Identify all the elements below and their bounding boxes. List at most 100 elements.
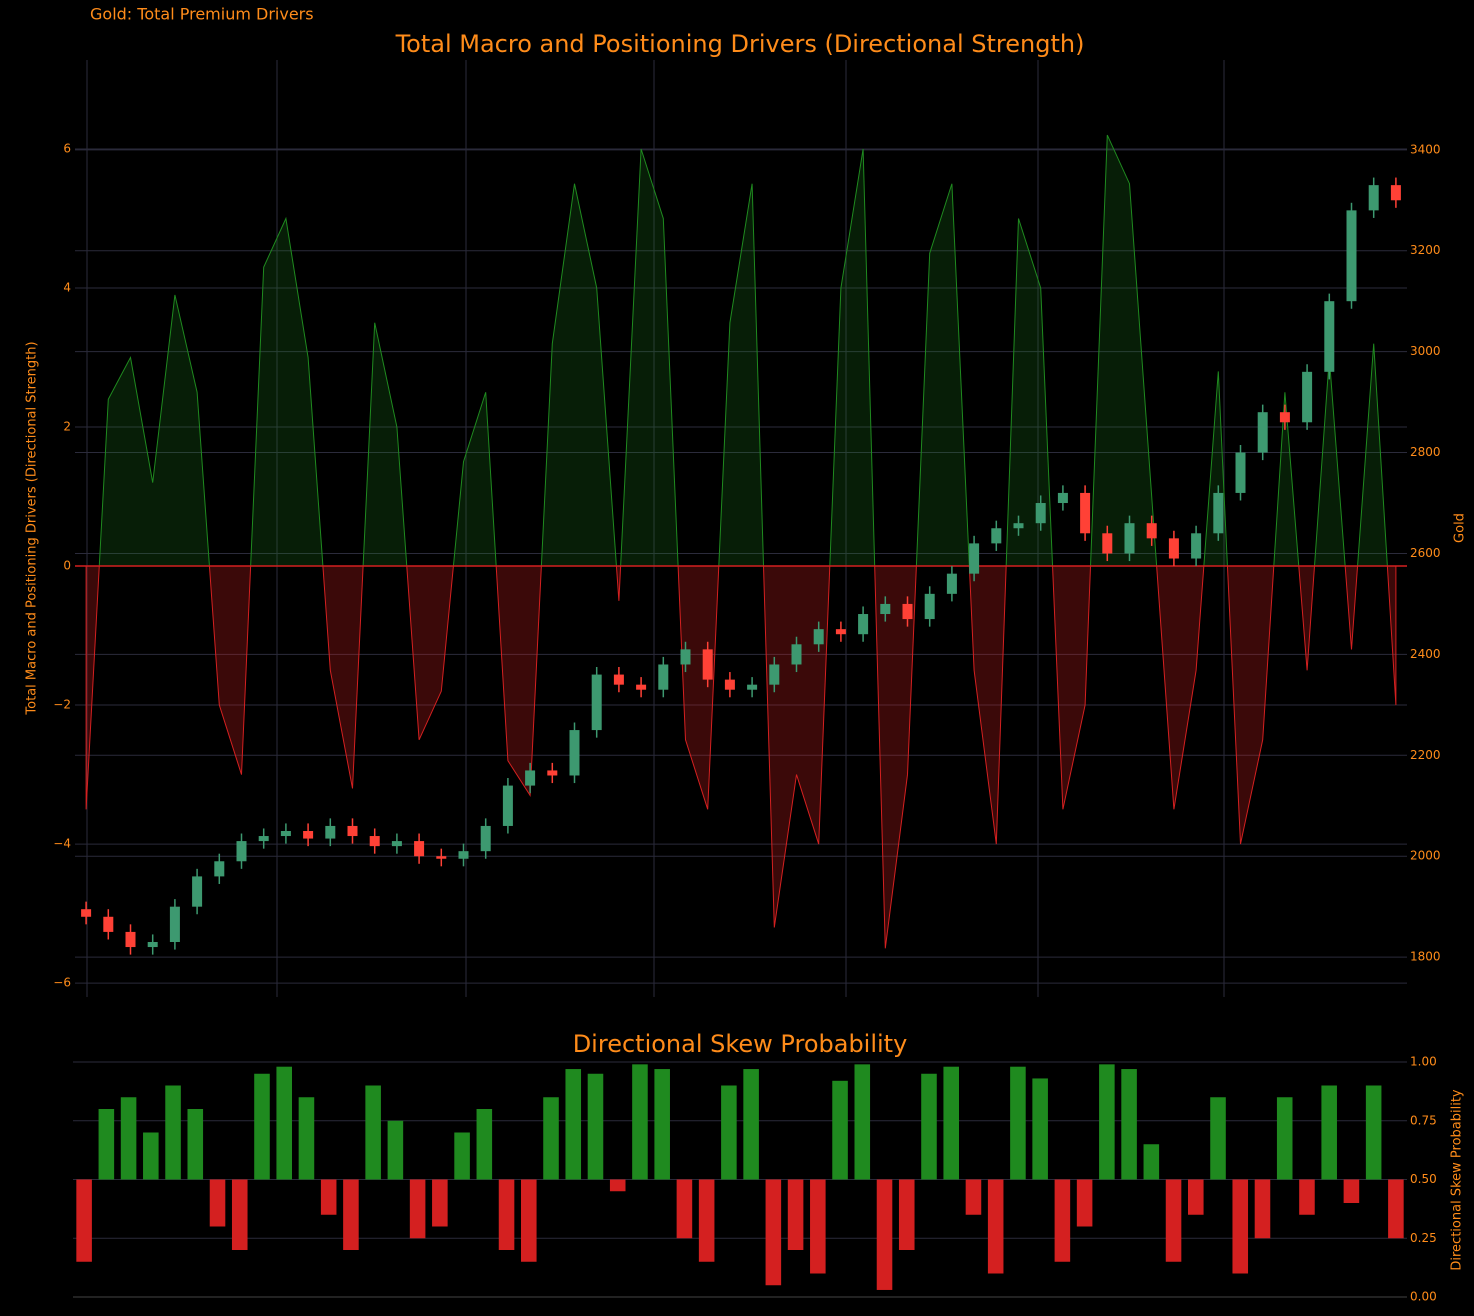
y-tick-label: 0.75	[1410, 1113, 1437, 1127]
candle-body	[369, 836, 380, 847]
candle-body	[1213, 492, 1224, 534]
bar	[787, 1179, 804, 1250]
y-tick-label: 0.50	[1410, 1172, 1437, 1186]
bar	[1188, 1179, 1204, 1215]
y2-tick-label: 3200	[1410, 243, 1441, 257]
candle-body	[569, 730, 580, 776]
candle-body	[1257, 412, 1268, 453]
y2-tick-label: 2200	[1410, 748, 1441, 762]
bar	[543, 1097, 559, 1180]
candle-body	[791, 644, 802, 665]
bar	[609, 1179, 626, 1192]
candle-body	[1168, 538, 1179, 559]
bar	[1343, 1179, 1360, 1203]
chart-title: Directional Skew Probability	[573, 1030, 908, 1058]
candle-body	[1279, 412, 1290, 423]
candle-body	[1191, 533, 1202, 559]
bar	[476, 1109, 493, 1180]
bar	[632, 1064, 648, 1180]
candle-body	[414, 841, 425, 857]
y-axis-label: Directional Skew Probability	[1450, 1089, 1465, 1271]
y2-tick-label: 2400	[1410, 647, 1441, 661]
bar	[898, 1179, 915, 1250]
bar	[454, 1132, 470, 1180]
area-negative	[85, 566, 1397, 949]
y-tick-label: 0.00	[1410, 1290, 1437, 1304]
candle-body	[813, 629, 824, 645]
candle-body	[1302, 371, 1313, 423]
bar	[254, 1073, 270, 1180]
candle-body	[1102, 533, 1113, 554]
y-tick-label: 2	[63, 420, 71, 434]
bar	[1321, 1085, 1337, 1180]
bar	[432, 1179, 448, 1227]
candle-body	[680, 649, 691, 665]
bar	[298, 1097, 315, 1180]
candle-body	[924, 593, 935, 620]
bar	[1032, 1078, 1048, 1180]
bar	[498, 1179, 515, 1250]
candle-body	[325, 825, 336, 839]
candle-body	[702, 649, 713, 680]
candle-body	[303, 830, 314, 839]
y2-tick-label: 2600	[1410, 546, 1441, 560]
y-axis-label: Total Macro and Positioning Drivers (Dir…	[25, 341, 40, 715]
bar	[876, 1179, 893, 1290]
candle-body	[613, 674, 624, 685]
bar	[1254, 1179, 1271, 1239]
candle-body	[280, 830, 291, 837]
y2-tick-label: 2800	[1410, 445, 1441, 459]
bar	[765, 1179, 782, 1286]
bar	[320, 1179, 337, 1215]
bar	[1299, 1179, 1315, 1215]
bar	[654, 1069, 670, 1180]
bar	[409, 1179, 426, 1239]
bar	[1121, 1069, 1137, 1180]
candle-body	[1013, 523, 1024, 529]
candle-body	[502, 785, 513, 826]
bar	[165, 1085, 181, 1180]
y2-tick-label: 3000	[1410, 344, 1441, 358]
bar	[387, 1120, 404, 1180]
candle-body	[214, 861, 225, 877]
bar	[943, 1066, 959, 1180]
bar	[343, 1179, 359, 1250]
candle-body	[1235, 452, 1246, 493]
bar	[1165, 1179, 1182, 1262]
candle-body	[547, 770, 558, 776]
y-tick-label: −4	[53, 837, 71, 851]
bar	[1232, 1179, 1249, 1274]
candle-body	[858, 614, 869, 635]
candle-body	[1324, 301, 1335, 372]
bar	[1099, 1064, 1115, 1180]
y2-axis-label: Gold	[1453, 513, 1468, 543]
candle-body	[236, 841, 247, 862]
bar	[98, 1109, 115, 1180]
bar	[810, 1179, 826, 1274]
bar	[76, 1179, 92, 1262]
y2-tick-label: 3400	[1410, 142, 1441, 156]
candle-body	[658, 664, 669, 690]
bar	[120, 1097, 137, 1180]
bar	[921, 1073, 937, 1180]
candle-body	[835, 629, 846, 635]
candle-body	[1346, 210, 1357, 302]
candle-body	[902, 603, 913, 620]
bar	[965, 1179, 982, 1215]
candle-body	[591, 674, 602, 731]
bar	[698, 1179, 715, 1262]
candle-body	[347, 825, 358, 837]
area-positive	[85, 134, 1397, 566]
bar	[1010, 1066, 1026, 1180]
y2-tick-label: 1800	[1410, 950, 1441, 964]
candle-body	[969, 543, 980, 574]
bar	[676, 1179, 693, 1239]
candle-body	[991, 528, 1002, 544]
candle-body	[747, 684, 758, 690]
candle-body	[1057, 492, 1068, 504]
bar	[1388, 1179, 1404, 1239]
y-tick-label: −2	[53, 698, 71, 712]
bar	[587, 1073, 604, 1180]
candle-body	[880, 603, 891, 615]
